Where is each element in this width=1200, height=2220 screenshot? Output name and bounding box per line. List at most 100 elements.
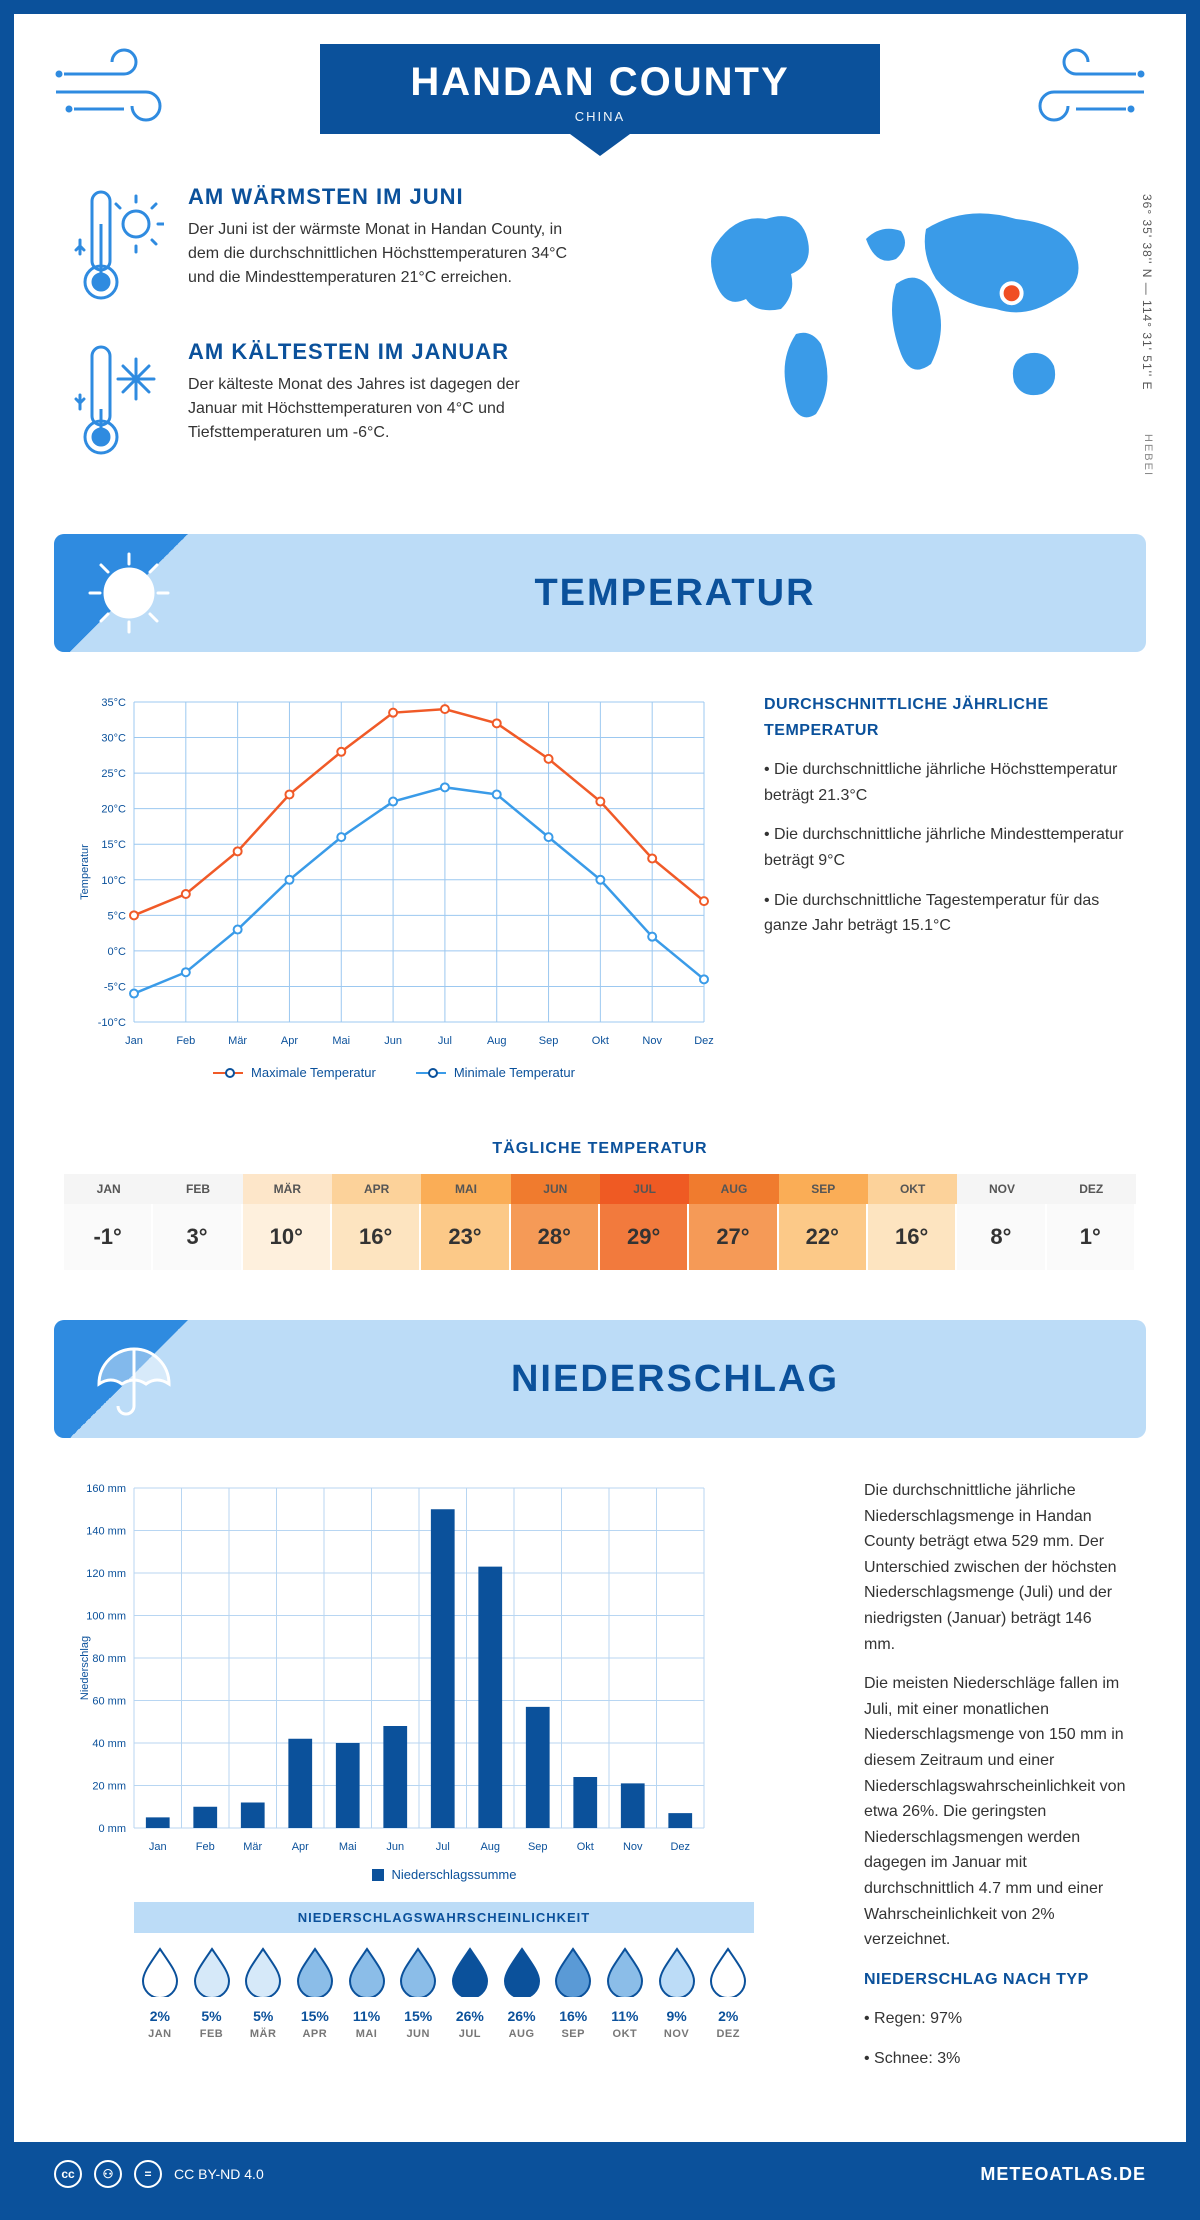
temp-legend: Maximale Temperatur Minimale Temperatur	[74, 1065, 714, 1080]
svg-text:30°C: 30°C	[101, 733, 126, 745]
intro-row: AM WÄRMSTEN IM JUNI Der Juni ist der wär…	[14, 184, 1186, 534]
svg-text:Jan: Jan	[125, 1035, 143, 1047]
svg-text:Jul: Jul	[436, 1841, 450, 1853]
warmest-title: AM WÄRMSTEN IM JUNI	[188, 184, 568, 210]
svg-text:Mär: Mär	[228, 1035, 247, 1047]
svg-text:Jan: Jan	[149, 1841, 167, 1853]
precip-body-1: Die durchschnittliche jährliche Niedersc…	[864, 1478, 1126, 1657]
temp-fact: • Die durchschnittliche Tagestemperatur …	[764, 888, 1126, 939]
svg-text:Aug: Aug	[487, 1035, 507, 1047]
temperature-facts: DURCHSCHNITTLICHE JÄHRLICHE TEMPERATUR •…	[764, 692, 1126, 1080]
temperature-header: TEMPERATUR	[54, 534, 1146, 652]
svg-text:Mai: Mai	[332, 1035, 350, 1047]
location-subtitle: CHINA	[410, 109, 789, 124]
warmest-body: Der Juni ist der wärmste Monat in Handan…	[188, 218, 568, 290]
svg-text:60 mm: 60 mm	[92, 1696, 126, 1708]
svg-text:20 mm: 20 mm	[92, 1781, 126, 1793]
svg-text:Apr: Apr	[281, 1035, 298, 1047]
svg-text:Feb: Feb	[176, 1035, 195, 1047]
svg-text:Feb: Feb	[196, 1841, 215, 1853]
temp-fact: • Die durchschnittliche jährliche Mindes…	[764, 822, 1126, 873]
coldest-title: AM KÄLTESTEN IM JANUAR	[188, 339, 568, 365]
drop-cell: 11%OKT	[599, 1933, 651, 2052]
svg-text:Jun: Jun	[384, 1035, 402, 1047]
svg-text:Dez: Dez	[694, 1035, 714, 1047]
coldest-body: Der kälteste Monat des Jahres ist dagege…	[188, 373, 568, 445]
precipitation-chart: 0 mm20 mm40 mm60 mm80 mm100 mm120 mm140 …	[74, 1478, 814, 2092]
svg-text:Niederschlag: Niederschlag	[79, 1636, 91, 1700]
daily-cell: APR16°	[332, 1174, 421, 1270]
drop-cell: 2%DEZ	[702, 1933, 754, 2052]
temp-facts-title: DURCHSCHNITTLICHE JÄHRLICHE TEMPERATUR	[764, 692, 1126, 743]
svg-text:25°C: 25°C	[101, 768, 126, 780]
daily-cell: JUN28°	[511, 1174, 600, 1270]
daily-cell: NOV8°	[957, 1174, 1046, 1270]
svg-text:-5°C: -5°C	[104, 981, 126, 993]
daily-cell: AUG27°	[689, 1174, 778, 1270]
svg-text:Aug: Aug	[480, 1841, 500, 1853]
svg-text:140 mm: 140 mm	[86, 1526, 126, 1538]
warmest-fact: AM WÄRMSTEN IM JUNI Der Juni ist der wär…	[74, 184, 646, 309]
coldest-fact: AM KÄLTESTEN IM JANUAR Der kälteste Mona…	[74, 339, 646, 464]
svg-text:Okt: Okt	[592, 1035, 609, 1047]
svg-text:Sep: Sep	[539, 1035, 559, 1047]
legend-min: Minimale Temperatur	[454, 1065, 575, 1080]
svg-text:10°C: 10°C	[101, 875, 126, 887]
svg-text:35°C: 35°C	[101, 697, 126, 709]
umbrella-icon	[54, 1320, 204, 1438]
location-title: HANDAN COUNTY	[410, 60, 789, 105]
svg-text:Dez: Dez	[670, 1841, 690, 1853]
wind-icon	[54, 44, 184, 139]
svg-text:Jun: Jun	[386, 1841, 404, 1853]
daily-cell: MAI23°	[421, 1174, 510, 1270]
drop-cell: 15%APR	[289, 1933, 341, 2052]
svg-text:120 mm: 120 mm	[86, 1568, 126, 1580]
svg-text:Jul: Jul	[438, 1035, 452, 1047]
daily-cell: JUL29°	[600, 1174, 689, 1270]
precip-probability: NIEDERSCHLAGSWAHRSCHEINLICHKEIT 2%JAN 5%…	[134, 1902, 754, 2052]
wind-icon	[1016, 44, 1146, 139]
infographic-frame: HANDAN COUNTY CHINA	[0, 0, 1200, 2220]
coordinates: 36° 35' 38'' N — 114° 31' 51'' E	[1140, 194, 1154, 391]
daily-cell: SEP22°	[779, 1174, 868, 1270]
header: HANDAN COUNTY CHINA	[14, 14, 1186, 184]
daily-cell: JAN-1°	[64, 1174, 153, 1270]
drop-cell: 5%FEB	[186, 1933, 238, 2052]
thermometer-cold-icon	[74, 339, 164, 464]
drop-cell: 9%NOV	[651, 1933, 703, 2052]
drop-cell: 2%JAN	[134, 1933, 186, 2052]
daily-temp-title: TÄGLICHE TEMPERATUR	[14, 1140, 1186, 1158]
world-map: 36° 35' 38'' N — 114° 31' 51'' E HEBEI	[686, 184, 1126, 494]
precip-legend: Niederschlagssumme	[74, 1867, 814, 1882]
daily-temp-grid: JAN-1°FEB3°MÄR10°APR16°MAI23°JUN28°JUL29…	[64, 1174, 1136, 1270]
svg-text:Mär: Mär	[243, 1841, 262, 1853]
precipitation-facts: Die durchschnittliche jährliche Niedersc…	[864, 1478, 1126, 2092]
svg-text:40 mm: 40 mm	[92, 1738, 126, 1750]
precipitation-title: NIEDERSCHLAG	[204, 1358, 1146, 1401]
drop-cell: 5%MÄR	[237, 1933, 289, 2052]
precip-type-title: NIEDERSCHLAG NACH TYP	[864, 1967, 1126, 1993]
drop-cell: 11%MAI	[341, 1933, 393, 2052]
svg-text:Sep: Sep	[528, 1841, 548, 1853]
svg-text:15°C: 15°C	[101, 839, 126, 851]
license-text: CC BY-ND 4.0	[174, 2166, 264, 2182]
legend-max: Maximale Temperatur	[251, 1065, 376, 1080]
prob-title: NIEDERSCHLAGSWAHRSCHEINLICHKEIT	[134, 1902, 754, 1933]
precip-type-line: • Schnee: 3%	[864, 2046, 1126, 2072]
svg-text:5°C: 5°C	[108, 910, 127, 922]
svg-text:20°C: 20°C	[101, 804, 126, 816]
svg-text:80 mm: 80 mm	[92, 1653, 126, 1665]
temperature-title: TEMPERATUR	[204, 572, 1146, 615]
svg-text:100 mm: 100 mm	[86, 1611, 126, 1623]
region-label: HEBEI	[1142, 434, 1154, 477]
precip-body-2: Die meisten Niederschläge fallen im Juli…	[864, 1671, 1126, 1953]
sun-icon	[54, 534, 204, 652]
drop-cell: 26%AUG	[496, 1933, 548, 2052]
precip-type-line: • Regen: 97%	[864, 2006, 1126, 2032]
temp-fact: • Die durchschnittliche jährliche Höchst…	[764, 757, 1126, 808]
svg-text:Nov: Nov	[642, 1035, 662, 1047]
cc-icon: cc	[54, 2160, 82, 2188]
svg-text:Mai: Mai	[339, 1841, 357, 1853]
svg-text:Okt: Okt	[577, 1841, 594, 1853]
temperature-chart: -10°C-5°C0°C5°C10°C15°C20°C25°C30°C35°CJ…	[74, 692, 714, 1080]
